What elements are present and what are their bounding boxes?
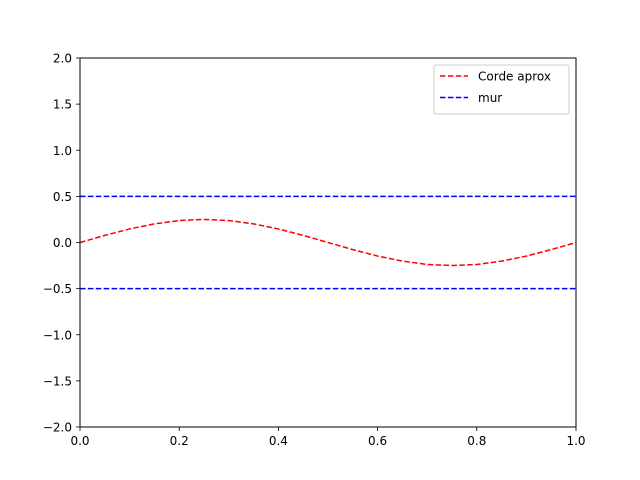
y-tick-label: −1.5 — [43, 374, 72, 388]
plot-frame — [79, 57, 577, 428]
legend-label: mur — [478, 91, 502, 105]
series-line-0 — [79, 218, 577, 267]
legend: Corde aprox mur — [433, 64, 570, 115]
y-tick-label: 0.0 — [53, 236, 72, 250]
legend-label: Corde aprox — [478, 70, 551, 84]
legend-box — [433, 64, 570, 115]
y-tick-label: −1.0 — [43, 328, 72, 342]
y-tick-label: 0.5 — [53, 190, 72, 204]
x-tick-label: 1.0 — [566, 434, 585, 448]
y-tick-label: −0.5 — [43, 282, 72, 296]
axes-layer: 0.0 0.2 0.4 0.6 0.8 1.0 −2.0 −1.5 −1.0 −0.5 0.0 0.5… — [43, 52, 586, 449]
y-tick-label: −2.0 — [43, 421, 72, 435]
x-tick-label: 0.0 — [70, 434, 89, 448]
x-tick-label: 0.4 — [269, 434, 288, 448]
x-tick-label: 0.8 — [467, 434, 486, 448]
series-layer — [79, 195, 577, 290]
y-tick-label: 1.5 — [53, 98, 72, 112]
x-tick-label: 0.6 — [368, 434, 387, 448]
y-tick-label: 1.0 — [53, 144, 72, 158]
x-tick-label: 0.2 — [170, 434, 189, 448]
y-tick-label: 2.0 — [53, 52, 72, 66]
